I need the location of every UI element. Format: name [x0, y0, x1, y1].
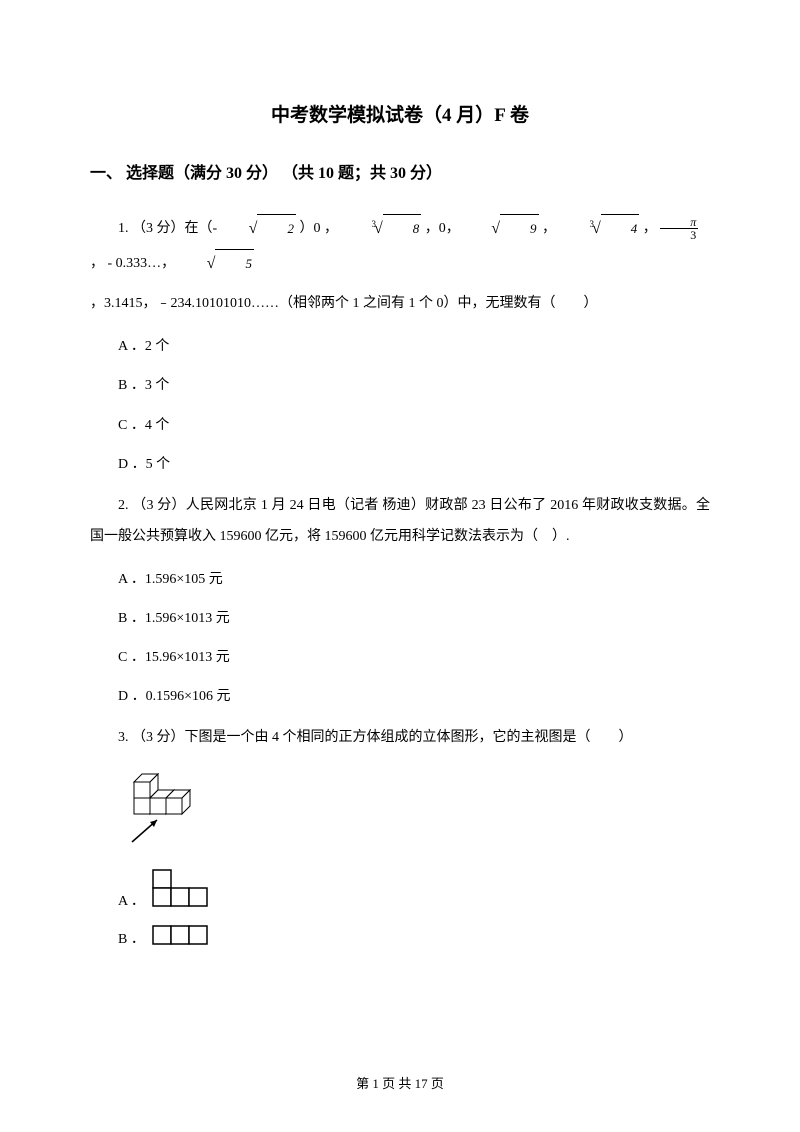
section-header: 一、 选择题（满分 30 分） （共 10 题；共 30 分） — [90, 159, 710, 183]
q1-mid3: ， — [542, 221, 560, 236]
q1-mid2: ，0， — [425, 221, 464, 236]
q1-opt-c: C ．4 个 — [118, 413, 710, 438]
q1-line2: ，3.1415，﹣234.10101010……（相邻两个 1 之间有 1 个 0… — [90, 289, 710, 320]
cuberoot-4-icon: 3√4 — [560, 211, 640, 246]
sqrt-2-icon: √2 — [221, 211, 296, 246]
q2-opt-b: B ．1.596×1013 元 — [118, 606, 710, 631]
q2-opt-a: A ．1.596×105 元 — [118, 567, 710, 592]
q2-opt-d: D ．0.1596×106 元 — [118, 684, 710, 709]
pi-over-3-icon: π3 — [660, 216, 698, 241]
q1-line1: 1. （3 分）在（- √2 ）0 ， 3√8 ，0， √9 ， 3√4 ， π… — [90, 211, 710, 281]
q1-mid5: ， - 0.333…， — [90, 256, 179, 271]
q1-opt-d: D ．5 个 — [118, 452, 710, 477]
q2-text: 2. （3 分）人民网北京 1 月 24 日电（记者 杨迪）财政部 23 日公布… — [90, 491, 710, 553]
q3-opt-b-figure-icon — [151, 924, 221, 948]
q3-opt-a-label: A ． — [118, 890, 145, 910]
q3-opt-b: B ． — [118, 924, 710, 948]
cuberoot-8-icon: 3√8 — [341, 211, 421, 246]
q3-opt-b-label: B ． — [118, 928, 145, 948]
q3-opt-a: A ． — [118, 868, 710, 910]
q1-opt-a: A ．2 个 — [118, 334, 710, 359]
page-title: 中考数学模拟试卷（4 月）F 卷 — [90, 100, 710, 127]
sqrt-9-icon: √9 — [463, 211, 538, 246]
q3-3d-figure-icon — [122, 764, 710, 854]
q1-mid1: ）0 ， — [299, 221, 341, 236]
q1-prefix: 1. （3 分）在（- — [118, 221, 221, 236]
q1-mid4: ， — [643, 221, 661, 236]
page-footer: 第 1 页 共 17 页 — [0, 1073, 800, 1092]
q3-text: 3. （3 分）下图是一个由 4 个相同的正方体组成的立体图形，它的主视图是（ … — [90, 723, 710, 754]
q3-opt-a-figure-icon — [151, 868, 221, 910]
q2-opt-c: C ．15.96×1013 元 — [118, 645, 710, 670]
sqrt-5-icon: √5 — [179, 246, 254, 281]
q1-opt-b: B ．3 个 — [118, 373, 710, 398]
